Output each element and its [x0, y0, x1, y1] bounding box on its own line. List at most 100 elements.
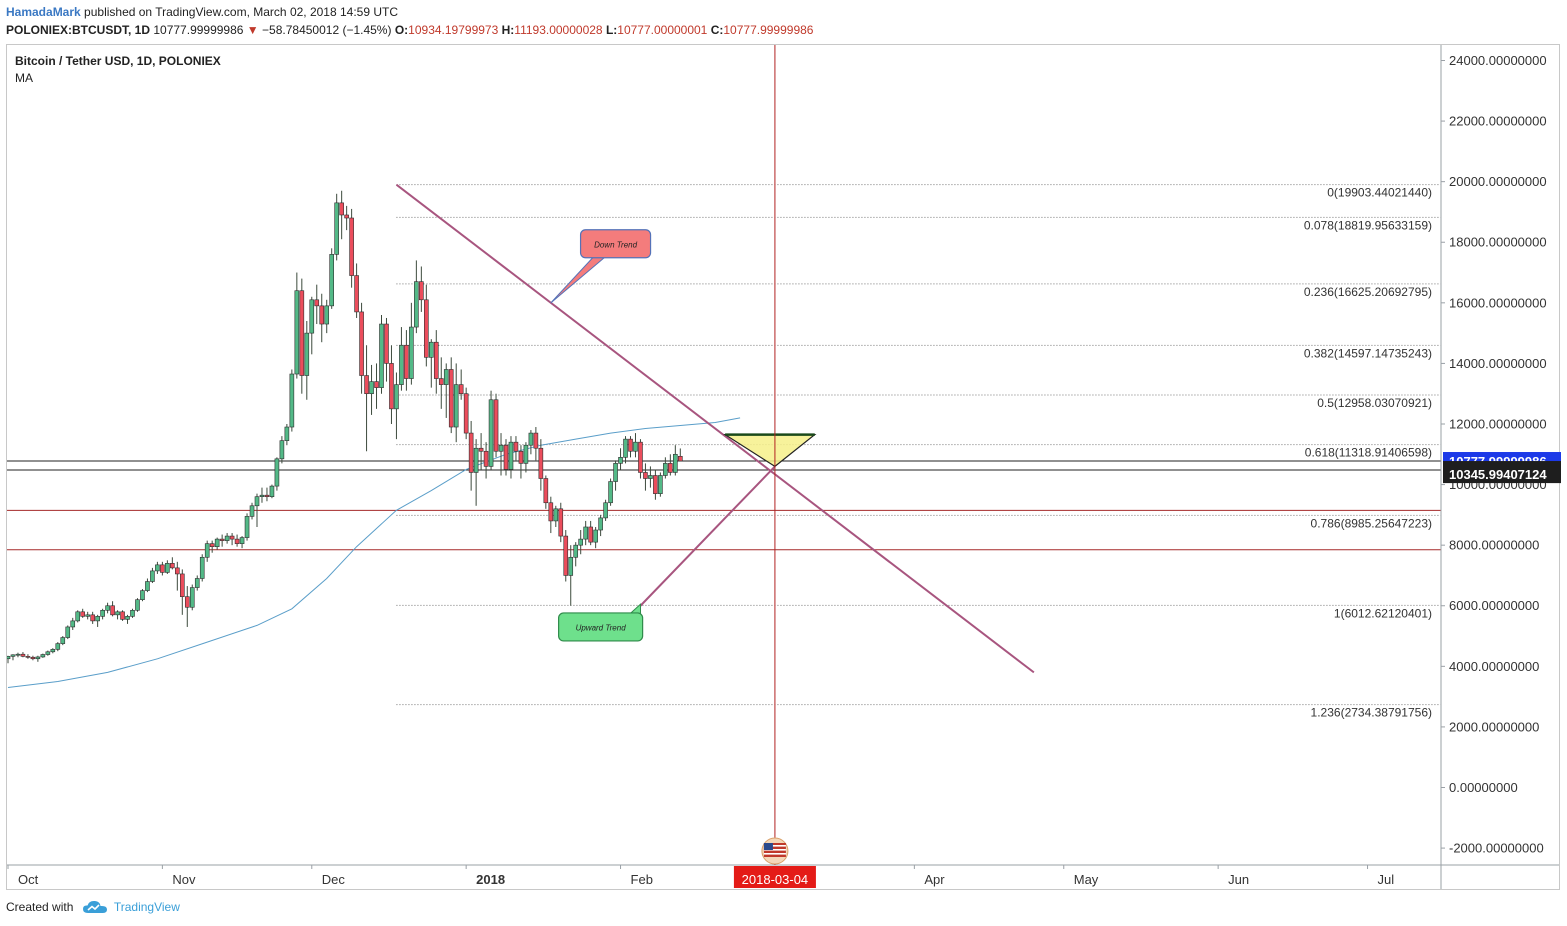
- candle-body: [175, 567, 180, 575]
- candle: [394, 372, 399, 440]
- candle: [528, 430, 534, 455]
- candle: [65, 625, 71, 640]
- candle: [548, 496, 554, 534]
- candle: [593, 526, 598, 549]
- candle-body: [379, 323, 384, 388]
- candle: [389, 345, 394, 424]
- candle-body: [204, 543, 210, 558]
- time-tick-label: 2018: [476, 872, 505, 887]
- date-label-bg: [733, 866, 816, 888]
- candle: [543, 475, 549, 509]
- candle-body: [384, 323, 389, 364]
- candle: [130, 608, 135, 618]
- candle: [443, 363, 449, 418]
- candle: [10, 654, 16, 661]
- candle-body: [40, 654, 46, 658]
- candle-body: [673, 453, 678, 473]
- price-label-text: 10345.99407124: [1449, 467, 1547, 482]
- candle-body: [513, 441, 519, 452]
- open-label: O:: [394, 23, 409, 37]
- candle-body: [483, 450, 489, 467]
- candle-body: [603, 502, 608, 519]
- candle-body: [180, 573, 185, 597]
- candle: [170, 557, 175, 570]
- quote-line: POLONIEX:BTCUSDT, 1D 10777.99999986 ▼ −5…: [6, 23, 813, 37]
- candle: [658, 472, 663, 497]
- candle: [663, 457, 668, 479]
- candle-body: [339, 202, 344, 216]
- candle-body: [428, 341, 434, 358]
- candle: [503, 439, 509, 476]
- candle: [314, 284, 320, 325]
- plot-area: 0(19903.44021440) 0.078(18819.95633159) 0.…: [7, 183, 1441, 720]
- trend-line: [395, 183, 1035, 674]
- candle: [538, 439, 544, 491]
- candle: [110, 601, 115, 617]
- candle-body: [259, 494, 265, 497]
- candle: [518, 445, 524, 479]
- candle-body: [498, 444, 504, 452]
- candle: [598, 514, 603, 537]
- tradingview-link[interactable]: TradingView: [113, 900, 180, 914]
- open-value: 10934.19799973: [408, 23, 499, 37]
- candle-body: [573, 544, 579, 558]
- candle-body: [150, 570, 155, 582]
- candle: [264, 487, 270, 502]
- candle: [638, 439, 643, 479]
- candle: [30, 655, 36, 661]
- symbol-label: POLONIEX:BTCUSDT, 1D: [6, 23, 151, 37]
- candle-body: [593, 529, 598, 543]
- candle: [488, 390, 494, 470]
- candle-body: [55, 643, 61, 650]
- candle-body: [20, 653, 26, 657]
- candle: [105, 602, 110, 614]
- candle-body: [90, 614, 95, 622]
- indicator-label[interactable]: MA: [15, 71, 33, 85]
- candle: [35, 655, 41, 662]
- candle: [135, 598, 140, 612]
- tradingview-cloud-icon: [82, 900, 107, 913]
- candle: [563, 530, 569, 582]
- candle-body: [334, 202, 339, 255]
- candle: [453, 363, 459, 443]
- candle-body: [638, 441, 643, 473]
- price-tick-label: 20000.00000000: [1449, 174, 1547, 189]
- candle: [244, 513, 250, 541]
- candle-body: [478, 447, 484, 452]
- created-with-text: Created with: [6, 900, 74, 914]
- candle: [508, 436, 514, 479]
- price-label-bg: [1443, 465, 1561, 484]
- price-tick-label: 2000.00000000: [1449, 719, 1539, 734]
- candle: [45, 650, 51, 656]
- chart-header: HamadaMark published on TradingView.com,…: [0, 0, 1567, 42]
- time-tick-label: Feb: [631, 872, 653, 887]
- author-link[interactable]: HamadaMark: [6, 5, 81, 19]
- candle-body: [170, 563, 175, 569]
- candle-body: [568, 556, 574, 576]
- candle: [653, 469, 658, 500]
- candle: [229, 533, 235, 546]
- candle: [438, 357, 444, 409]
- candle-body: [359, 311, 364, 376]
- time-tick-label: May: [1074, 872, 1099, 887]
- candle: [643, 463, 648, 491]
- candle-body: [50, 649, 56, 653]
- candle-body: [120, 611, 125, 620]
- candle: [150, 567, 155, 584]
- candle-body: [588, 526, 593, 543]
- candle: [50, 648, 56, 654]
- candle: [478, 433, 484, 470]
- candle: [160, 561, 165, 576]
- candle: [458, 369, 464, 400]
- candle-body: [184, 596, 190, 608]
- candle-body: [463, 393, 469, 434]
- low-value: 10777.00000001: [617, 23, 708, 37]
- candle-body: [643, 472, 648, 479]
- price-tick-label: 12000.00000000: [1449, 416, 1547, 431]
- candle-body: [653, 475, 658, 494]
- candle-body: [663, 463, 668, 476]
- candle: [60, 636, 66, 646]
- candle: [184, 586, 190, 627]
- candle-body: [214, 538, 220, 547]
